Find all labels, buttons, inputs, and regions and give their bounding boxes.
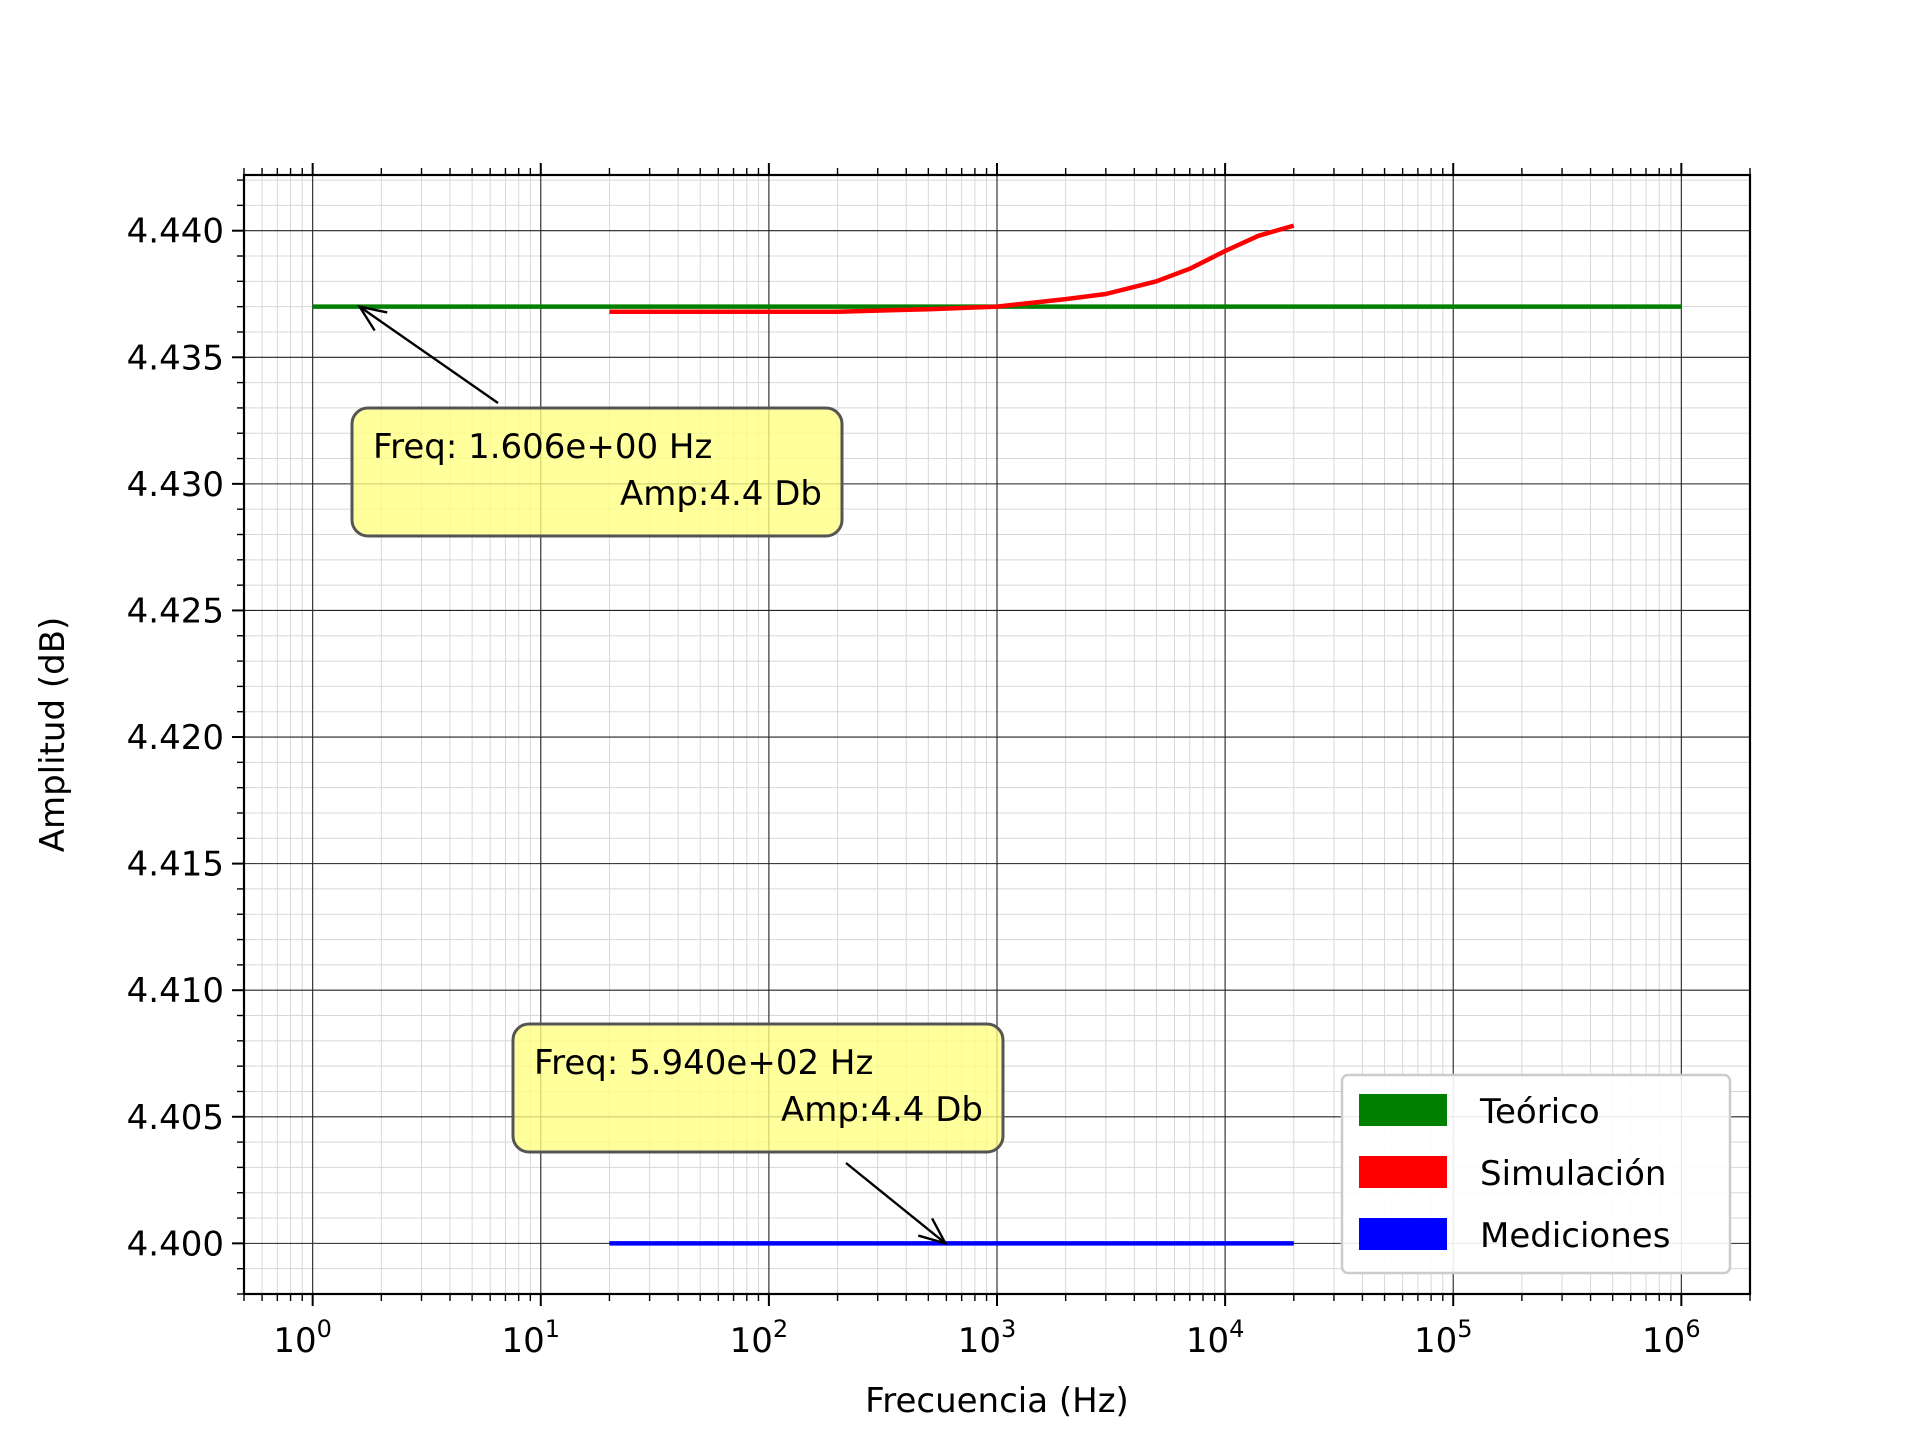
x-tick-label-base: 10 — [1414, 1321, 1457, 1361]
x-tick-label-base: 10 — [1642, 1321, 1685, 1361]
x-tick-label: 100 — [273, 1315, 332, 1361]
y-tick-label: 4.410 — [127, 971, 224, 1011]
x-tick-label-base: 10 — [958, 1321, 1001, 1361]
x-axis-label: Frecuencia (Hz) — [865, 1381, 1129, 1421]
x-tick-label-base: 10 — [273, 1321, 316, 1361]
y-tick-label: 4.415 — [127, 845, 224, 885]
annotation-callout: Freq: 1.606e+00 Hz Amp:4.4 Db — [350, 304, 844, 538]
annotation-freq-text: Freq: 5.940e+02 Hz — [534, 1043, 873, 1083]
x-tick-label: 104 — [1186, 1315, 1245, 1361]
annotation-arrow-head — [357, 304, 388, 332]
x-tick-label: 102 — [730, 1315, 789, 1361]
legend-swatch — [1359, 1218, 1447, 1250]
legend-swatch — [1359, 1156, 1447, 1188]
x-tick-label-exponent: 3 — [1001, 1315, 1016, 1343]
series-line-simulaci-n — [609, 223, 1295, 314]
x-tick-label-exponent: 4 — [1229, 1315, 1244, 1343]
annotation-freq-text: Freq: 1.606e+00 Hz — [373, 427, 712, 467]
annotation-arrow-shaft — [360, 306, 499, 404]
x-tick-label-exponent: 5 — [1457, 1315, 1472, 1343]
annotation-arrow-head — [917, 1217, 948, 1246]
annotation-amp-text: Amp:4.4 Db — [781, 1090, 983, 1130]
y-tick-label: 4.420 — [127, 718, 224, 758]
annotation-callout: Freq: 5.940e+02 Hz Amp:4.4 Db — [511, 1022, 1005, 1246]
legend-swatch — [1359, 1094, 1447, 1126]
x-tick-label: 103 — [958, 1315, 1017, 1361]
x-tick-label-exponent: 0 — [317, 1315, 332, 1343]
annotation-box — [350, 406, 844, 538]
ticks-layer — [232, 163, 1751, 1306]
annotation-amp-text: Amp:4.4 Db — [620, 474, 822, 514]
y-tick-label: 4.425 — [127, 591, 224, 631]
y-tick-label: 4.435 — [127, 338, 224, 378]
series-layer — [312, 223, 1682, 1246]
y-tick-label: 4.400 — [127, 1224, 224, 1264]
x-tick-label-exponent: 6 — [1685, 1315, 1700, 1343]
y-tick-label: 4.430 — [127, 465, 224, 505]
x-tick-label: 105 — [1414, 1315, 1473, 1361]
x-tick-label-exponent: 1 — [545, 1315, 560, 1343]
annotation-box — [511, 1022, 1005, 1154]
y-tick-label: 4.440 — [127, 212, 224, 252]
x-tick-label: 101 — [502, 1315, 561, 1361]
y-axis-label: Amplitud (dB) — [33, 617, 73, 853]
x-tick-label: 106 — [1642, 1315, 1701, 1361]
legend[interactable]: Teórico Simulación Mediciones — [1340, 1073, 1732, 1275]
legend-label: Mediciones — [1480, 1216, 1670, 1256]
x-tick-label-base: 10 — [502, 1321, 545, 1361]
x-tick-label-base: 10 — [1186, 1321, 1229, 1361]
tick-labels: 100 101 102 103 104 105 1064.4004.4054.4104.41… — [127, 212, 1701, 1361]
y-tick-label: 4.405 — [127, 1098, 224, 1138]
x-tick-label-exponent: 2 — [773, 1315, 788, 1343]
annotation-arrow-shaft — [845, 1162, 945, 1244]
legend-label: Simulación — [1480, 1154, 1666, 1194]
x-tick-label-base: 10 — [730, 1321, 773, 1361]
legend-label: Teórico — [1479, 1092, 1600, 1132]
